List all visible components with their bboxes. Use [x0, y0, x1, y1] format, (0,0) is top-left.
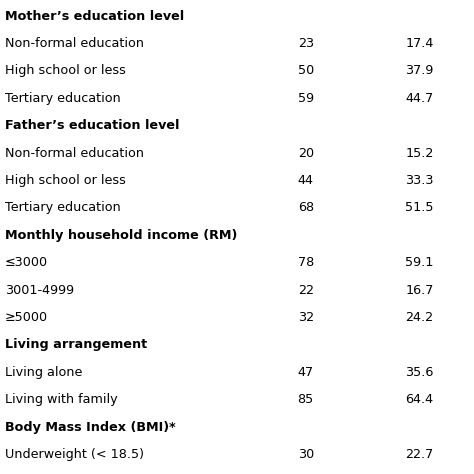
Text: 24.2: 24.2 — [405, 311, 433, 324]
Text: Underweight (< 18.5): Underweight (< 18.5) — [5, 448, 144, 461]
Text: 59: 59 — [298, 92, 314, 105]
Text: 33.3: 33.3 — [405, 174, 434, 187]
Text: Living with family: Living with family — [5, 393, 118, 406]
Text: 64.4: 64.4 — [405, 393, 433, 406]
Text: High school or less: High school or less — [5, 174, 126, 187]
Text: Tertiary education: Tertiary education — [5, 201, 120, 214]
Text: 47: 47 — [298, 366, 314, 379]
Text: 35.6: 35.6 — [405, 366, 434, 379]
Text: 16.7: 16.7 — [405, 283, 434, 297]
Text: 22: 22 — [298, 283, 314, 297]
Text: Mother’s education level: Mother’s education level — [5, 9, 184, 23]
Text: 44.7: 44.7 — [405, 92, 434, 105]
Text: 37.9: 37.9 — [405, 64, 434, 77]
Text: 23: 23 — [298, 37, 314, 50]
Text: High school or less: High school or less — [5, 64, 126, 77]
Text: 22.7: 22.7 — [405, 448, 434, 461]
Text: Body Mass Index (BMI)*: Body Mass Index (BMI)* — [5, 420, 175, 434]
Text: 3001-4999: 3001-4999 — [5, 283, 74, 297]
Text: 30: 30 — [298, 448, 314, 461]
Text: Non-formal education: Non-formal education — [5, 37, 144, 50]
Text: 78: 78 — [298, 256, 314, 269]
Text: Non-formal education: Non-formal education — [5, 146, 144, 160]
Text: Tertiary education: Tertiary education — [5, 92, 120, 105]
Text: Father’s education level: Father’s education level — [5, 119, 179, 132]
Text: 59.1: 59.1 — [405, 256, 434, 269]
Text: Living alone: Living alone — [5, 366, 82, 379]
Text: 44: 44 — [298, 174, 314, 187]
Text: 15.2: 15.2 — [405, 146, 434, 160]
Text: 17.4: 17.4 — [405, 37, 434, 50]
Text: ≥5000: ≥5000 — [5, 311, 48, 324]
Text: 85: 85 — [298, 393, 314, 406]
Text: ≤3000: ≤3000 — [5, 256, 48, 269]
Text: Living arrangement: Living arrangement — [5, 338, 147, 351]
Text: 51.5: 51.5 — [405, 201, 434, 214]
Text: 32: 32 — [298, 311, 314, 324]
Text: 68: 68 — [298, 201, 314, 214]
Text: 20: 20 — [298, 146, 314, 160]
Text: 50: 50 — [298, 64, 314, 77]
Text: Monthly household income (RM): Monthly household income (RM) — [5, 229, 237, 242]
